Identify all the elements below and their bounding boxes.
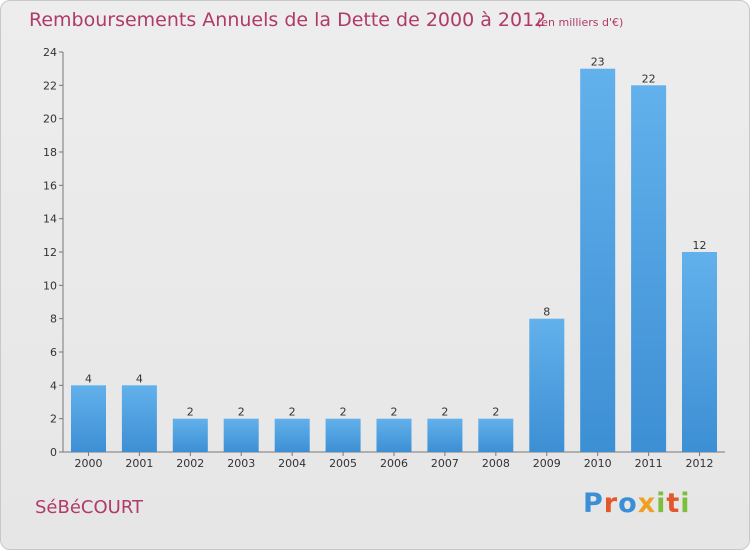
data-label: 12 [693,239,707,252]
data-label: 4 [136,372,143,385]
y-tick-label: 20 [43,113,57,126]
y-tick-label: 6 [50,346,57,359]
x-tick-label: 2009 [533,457,561,470]
data-label: 2 [340,406,347,419]
y-tick-label: 18 [43,146,57,159]
data-label: 2 [238,406,245,419]
bar [580,68,616,452]
bar [172,418,208,452]
bar [325,418,361,452]
labels: 0246810121416182022242000420014200222003… [43,46,714,470]
logo-letter: i [656,488,667,519]
data-label: 22 [642,72,656,85]
data-label: 8 [543,306,550,319]
data-label: 2 [441,406,448,419]
x-tick-label: 2011 [635,457,663,470]
y-tick-label: 24 [43,46,57,59]
axes [59,51,725,456]
y-tick-label: 12 [43,246,57,259]
x-tick-label: 2012 [686,457,714,470]
logo-letter: t [666,488,681,519]
x-tick-label: 2010 [584,457,612,470]
x-tick-label: 2000 [74,457,102,470]
bar [682,252,717,452]
data-label: 2 [391,406,398,419]
x-tick-label: 2007 [431,457,459,470]
x-tick-label: 2001 [125,457,153,470]
data-label: 4 [85,372,92,385]
logo-letter: o [618,488,638,519]
y-tick-label: 2 [50,413,57,426]
bar [478,418,514,452]
bar [631,85,667,453]
x-tick-label: 2005 [329,457,357,470]
y-tick-label: 8 [50,313,57,326]
bar [223,418,259,452]
y-tick-label: 10 [43,279,57,292]
logo-letter: r [603,488,619,519]
logo-letter: i [680,488,691,519]
proxiti-logo[interactable]: Proxiti [583,488,691,519]
y-tick-label: 4 [50,379,57,392]
x-tick-label: 2004 [278,457,306,470]
chart-subtitle: (en milliers d'€) [537,16,624,29]
data-label: 2 [492,406,499,419]
bar [274,418,310,452]
bar [427,418,463,452]
logo-letter: x [637,488,657,519]
chart-title: Remboursements Annuels de la Dette de 20… [29,9,547,31]
data-label: 23 [591,56,605,69]
data-label: 2 [289,406,296,419]
bar [529,318,565,452]
bars [71,68,717,453]
y-tick-label: 14 [43,213,57,226]
data-label: 2 [187,406,194,419]
logo-letter: P [583,488,604,519]
x-tick-label: 2003 [227,457,255,470]
y-tick-label: 22 [43,79,57,92]
x-tick-label: 2006 [380,457,408,470]
y-tick-label: 0 [50,446,57,459]
bar [121,385,157,452]
x-tick-label: 2008 [482,457,510,470]
bar [376,418,412,452]
y-tick-label: 16 [43,179,57,192]
commune-name: SéBéCOURT [35,497,144,518]
bar [71,385,106,452]
x-tick-label: 2002 [176,457,204,470]
